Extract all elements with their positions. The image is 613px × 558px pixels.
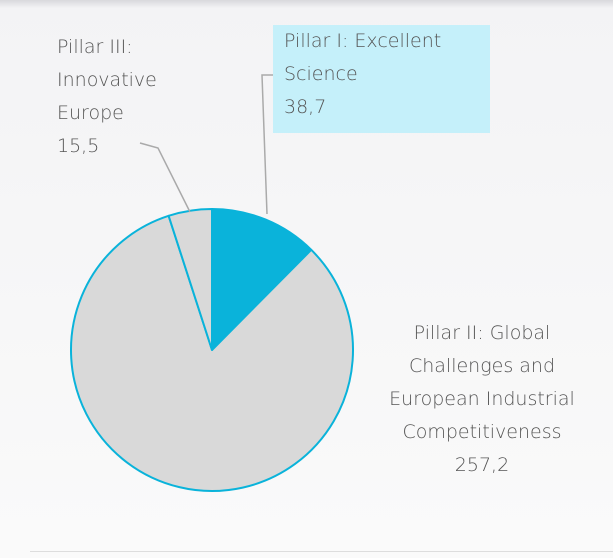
label-value: 38,7	[284, 96, 327, 118]
leader-line	[261, 74, 276, 215]
label-value: 15,5	[57, 135, 100, 157]
slice-label: Pillar III: Innovative Europe 15,5	[57, 31, 197, 163]
bottom-border	[30, 551, 613, 552]
top-border	[0, 0, 613, 8]
label-name: Pillar I: Excellent Science	[284, 30, 442, 85]
label-name: Pillar III: Innovative Europe	[57, 36, 157, 124]
slice-label: Pillar I: Excellent Science 38,7	[273, 25, 490, 133]
pie-slice	[211, 208, 313, 351]
pie-slice	[70, 214, 354, 492]
label-value: 257,2	[454, 454, 510, 476]
label-name: Pillar II: Global Challenges and Europea…	[389, 322, 575, 443]
leader-line	[139, 142, 191, 213]
slice-label: Pillar II: Global Challenges and Europea…	[380, 317, 584, 482]
